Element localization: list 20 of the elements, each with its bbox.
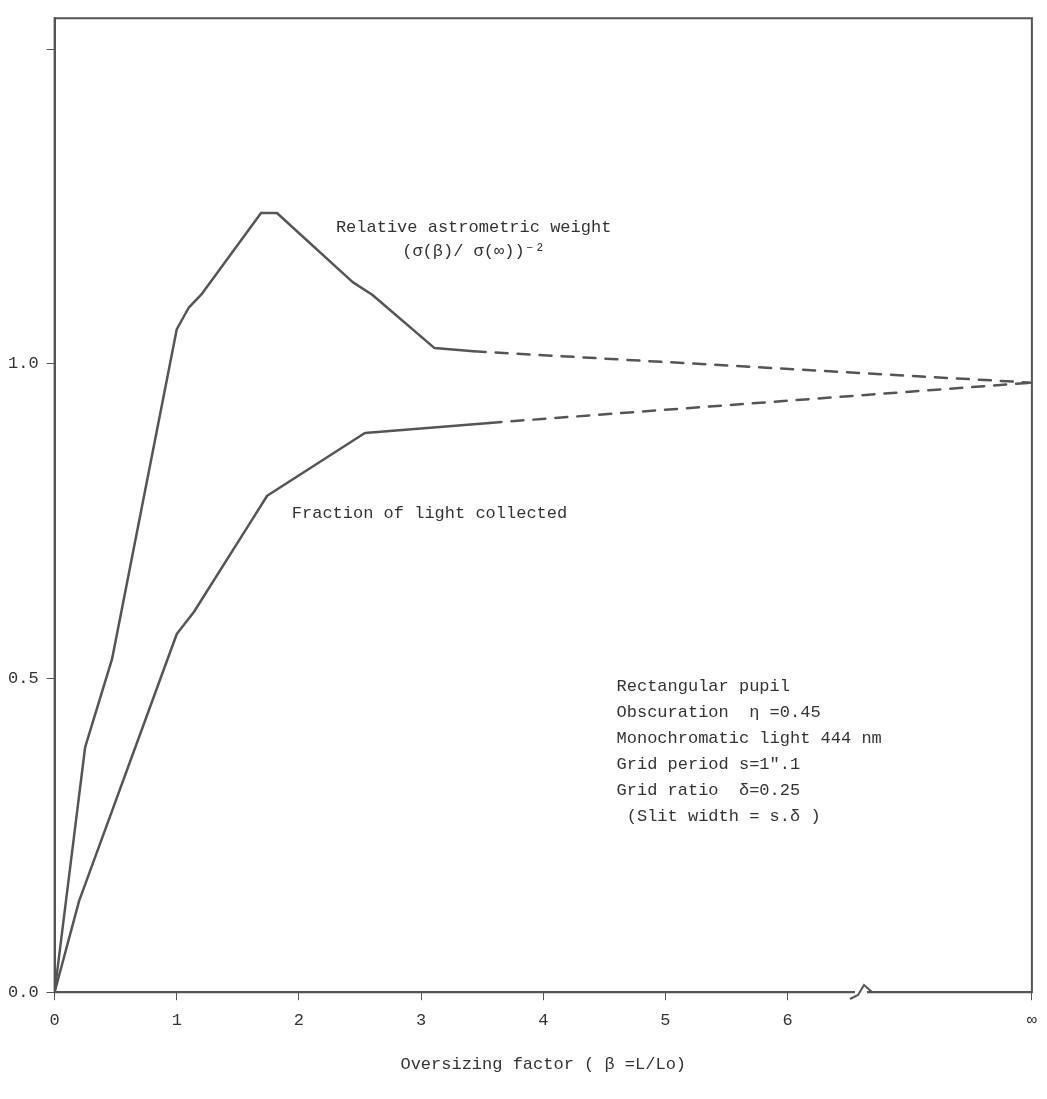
x-tick-label: 2 <box>293 1010 305 1030</box>
x-tick-label: 5 <box>660 1010 671 1030</box>
x-tick-label: 6 <box>782 1010 793 1030</box>
annotation: Obscuration η =0.45 <box>616 702 821 722</box>
annotation: Monochromatic light 444 nm <box>616 728 882 748</box>
x-tick-label: ∞ <box>1026 1010 1037 1030</box>
annotation: Grid period s=1".1 <box>616 754 801 774</box>
x-tick-label: 0 <box>49 1010 60 1030</box>
x-tick-label: 4 <box>538 1010 549 1030</box>
annotation: Grid ratio δ=0.25 <box>616 780 801 800</box>
series-label: Relative astrometric weight (σ(β)/ σ(∞))⁻² <box>335 218 612 262</box>
annotation: (Slit width = s.δ ) <box>616 806 821 826</box>
x-tick-label: 1 <box>171 1010 182 1030</box>
x-axis-title: Oversizing factor ( β =L/Lo) <box>400 1055 687 1075</box>
y-tick-label: 0.0 <box>8 982 39 1002</box>
annotation: Rectangular pupil <box>616 676 790 696</box>
x-tick-label: 3 <box>415 1010 427 1030</box>
y-tick-label: 0.5 <box>8 668 39 688</box>
series-label: Fraction of light collected <box>291 503 568 523</box>
y-tick-label: 1.0 <box>8 354 39 374</box>
